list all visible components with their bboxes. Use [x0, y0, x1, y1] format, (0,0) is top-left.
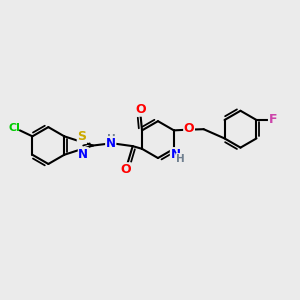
Text: O: O — [121, 163, 131, 176]
Text: O: O — [184, 122, 194, 135]
Text: H: H — [176, 154, 185, 164]
Text: S: S — [77, 130, 86, 143]
Text: O: O — [135, 103, 146, 116]
Text: N: N — [106, 137, 116, 150]
Text: H: H — [107, 134, 116, 144]
Text: N: N — [170, 148, 180, 161]
Text: Cl: Cl — [9, 123, 20, 133]
Text: N: N — [78, 148, 88, 160]
Text: F: F — [268, 113, 277, 127]
